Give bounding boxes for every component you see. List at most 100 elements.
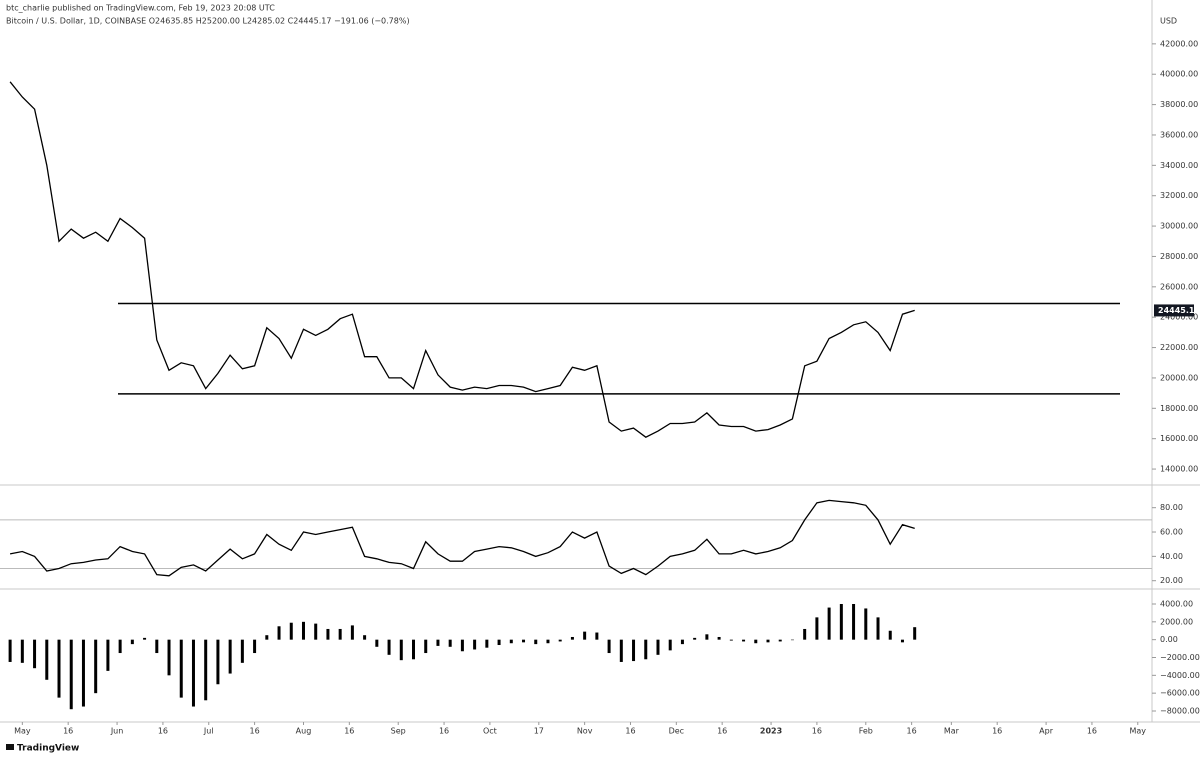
histogram-bar [607, 639, 611, 654]
histogram-bar [485, 639, 489, 648]
histogram-bar [448, 639, 452, 647]
histogram-bar [45, 639, 49, 680]
histogram-bar [265, 635, 269, 640]
histogram-bar [888, 630, 892, 640]
last-price-box [1154, 304, 1194, 317]
histogram-bar [546, 639, 550, 644]
y-tick-label: 28000.00 [1160, 252, 1198, 261]
histogram-bar [167, 639, 171, 676]
histogram-bar [705, 634, 709, 640]
x-tick-label: 2023 [760, 727, 782, 736]
y-tick-label: 30000.00 [1160, 222, 1198, 231]
y-tick-label: 2000.00 [1160, 617, 1193, 626]
x-tick-label: 16 [992, 727, 1002, 736]
histogram-bar [8, 639, 12, 662]
histogram-bar [94, 639, 98, 694]
x-tick-label: 16 [158, 727, 168, 736]
histogram-bar [338, 628, 342, 640]
y-tick-label: 0.00 [1160, 635, 1178, 644]
histogram-bar [143, 637, 147, 640]
x-tick-label: 16 [249, 727, 259, 736]
x-tick-label: Oct [483, 727, 497, 736]
histogram-bar [656, 639, 660, 655]
y-tick-label: 4000.00 [1160, 599, 1193, 608]
histogram-bar [693, 637, 697, 640]
y-tick-label: 24000.00 [1160, 313, 1198, 322]
histogram-bar [436, 639, 440, 646]
y-tick-label: 34000.00 [1160, 161, 1198, 170]
y-tick-label: 14000.00 [1160, 465, 1198, 474]
x-tick-label: 16 [1087, 727, 1097, 736]
histogram-bar [668, 639, 672, 651]
histogram-bar [387, 639, 391, 655]
x-tick-label: Nov [577, 727, 593, 736]
histogram-bar [106, 639, 110, 671]
x-tick-label: May [14, 727, 31, 736]
x-tick-label: Jun [110, 727, 124, 736]
y-tick-label: 26000.00 [1160, 282, 1198, 291]
x-tick-label: 16 [63, 727, 73, 736]
y-tick-label: 18000.00 [1160, 404, 1198, 413]
x-tick-label: 16 [907, 727, 917, 736]
x-tick-label: Jul [203, 727, 214, 736]
x-tick-label: 17 [534, 727, 544, 736]
histogram-bar [778, 639, 782, 642]
histogram-bar [179, 639, 183, 698]
histogram-bar [754, 639, 758, 644]
histogram-bar [216, 639, 220, 685]
x-tick-label: 16 [439, 727, 449, 736]
histogram-bar [717, 636, 721, 640]
histogram-bar [81, 639, 85, 707]
y-tick-label: 20.00 [1160, 576, 1183, 585]
histogram-bar [619, 639, 623, 662]
histogram-bar [815, 617, 819, 640]
histogram-bar [33, 639, 37, 669]
y-tick-label: 20000.00 [1160, 373, 1198, 382]
histogram-bar [803, 628, 807, 640]
histogram-bar [277, 626, 281, 640]
histogram-bar [729, 639, 733, 641]
histogram-bar [69, 639, 73, 710]
histogram-bar [191, 639, 195, 707]
histogram-bar [118, 639, 122, 654]
histogram-bar [522, 639, 526, 643]
currency: USD [1160, 17, 1177, 26]
histogram-bar [424, 639, 428, 654]
x-tick-label: 16 [344, 727, 354, 736]
histogram-bar [155, 639, 159, 654]
y-tick-label: 60.00 [1160, 528, 1183, 537]
logo [6, 744, 14, 750]
last-price-label: 24445.17 [1158, 306, 1200, 315]
histogram-bar [595, 632, 599, 640]
x-tick-label: Aug [296, 727, 312, 736]
histogram-bar [876, 617, 880, 640]
x-tick-label: Apr [1039, 727, 1054, 736]
x-tick-label: 16 [717, 727, 727, 736]
histogram-bar [460, 639, 464, 652]
histogram-bar [864, 608, 868, 640]
x-tick-label: May [1130, 727, 1147, 736]
y-tick-label: 22000.00 [1160, 343, 1198, 352]
histogram-bar [742, 639, 746, 642]
histogram-bar [570, 636, 574, 640]
histogram-bar [130, 639, 134, 645]
y-tick-label: 40.00 [1160, 552, 1183, 561]
histogram-bar [253, 639, 257, 654]
histogram-bar [289, 622, 293, 640]
histogram-bar [399, 639, 403, 661]
histogram-bar [509, 639, 513, 644]
x-tick-label: Feb [859, 727, 873, 736]
x-tick-label: 16 [812, 727, 822, 736]
published: btc_charlie published on TradingView.com… [6, 4, 275, 13]
y-tick-label: 40000.00 [1160, 70, 1198, 79]
histogram-bar [644, 639, 648, 660]
histogram-bar [852, 603, 856, 640]
histogram-bar [913, 627, 917, 640]
y-tick-label: 32000.00 [1160, 191, 1198, 200]
histogram-bar [558, 639, 562, 642]
histogram-bar [766, 639, 770, 643]
x-tick-label: Dec [669, 727, 684, 736]
y-tick-label: 42000.00 [1160, 39, 1198, 48]
symbol-info: Bitcoin / U.S. Dollar, 1D, COINBASE O246… [6, 17, 410, 26]
